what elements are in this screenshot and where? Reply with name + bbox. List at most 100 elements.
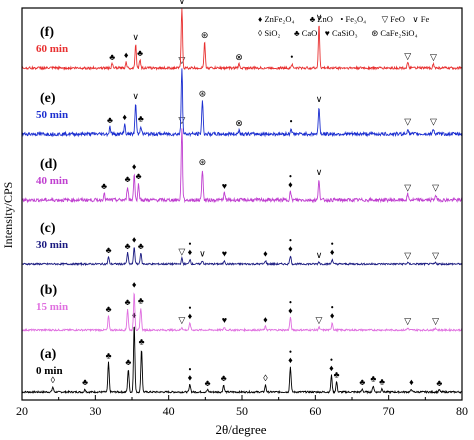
peak-marker-symbol: ♣ — [379, 377, 385, 387]
peak-marker: ▽ — [432, 182, 439, 192]
peak-marker-symbol: ▽ — [432, 251, 439, 261]
peak-marker-symbol: ▽ — [432, 316, 439, 326]
peak-marker: ♦ — [124, 50, 129, 60]
peak-marker: ♣ — [379, 377, 385, 387]
peak-marker-symbol: • — [188, 364, 191, 374]
legend-entry: ▽ FeO — [382, 14, 405, 24]
series-40-min: ♣♣♦♣▽⊛♥ ♦• ∨▽ ▽(d)40 min — [21, 115, 463, 204]
peak-marker: ⊗ — [235, 52, 243, 62]
peak-marker-symbol: ▽ — [404, 116, 411, 126]
peak-marker-symbol: • — [289, 236, 292, 246]
peak-marker: ♣ — [370, 374, 376, 384]
peak-marker-symbol: ♣ — [436, 378, 442, 388]
peak-marker: ♣ — [136, 171, 142, 181]
peak-marker-symbol: ♣ — [82, 377, 88, 387]
peak-marker-symbol: ♣ — [359, 377, 365, 387]
panel-label: (b) — [40, 283, 57, 298]
x-axis-label: 2θ/degree — [216, 422, 267, 437]
peak-marker-symbol: ♦ — [288, 355, 293, 365]
peak-marker-symbol: • — [290, 52, 293, 62]
peak-marker-symbol: ▽ — [178, 55, 185, 65]
peak-marker: ♦• — [330, 302, 335, 320]
peak-marker: ∨ — [316, 94, 323, 104]
x-tick-label: 40 — [163, 404, 175, 418]
series-name: 40 min — [36, 175, 68, 187]
series-name: 0 min — [36, 365, 63, 377]
peak-marker: ⊗ — [235, 118, 243, 128]
peak-marker: ♣ — [107, 115, 113, 125]
series-0-min: ◊ ♣♣♣♦♣♦•♣ ♣ ◊♦•♦•♣♣ ♣ ♣ ♦ ♣(a)0 min — [21, 310, 463, 395]
peak-marker-symbol: • — [331, 239, 334, 249]
peak-marker: ♣ — [137, 48, 143, 58]
peak-marker: ♦• — [288, 347, 293, 365]
peak-marker: ♣ — [106, 351, 112, 361]
peak-marker-symbol: ♦ — [263, 315, 268, 325]
peak-marker-symbol: ▽ — [178, 115, 185, 125]
series-name: 15 min — [36, 301, 68, 313]
peak-marker: ♥ — [222, 181, 227, 191]
peak-marker: ♦• — [330, 239, 335, 257]
peak-marker-symbol: ◊ — [51, 375, 56, 385]
peak-marker: ∨ — [132, 91, 139, 101]
peak-marker: ♦ — [409, 377, 414, 387]
series-name: 50 min — [36, 109, 68, 121]
peak-marker: ∨ — [199, 249, 206, 259]
peak-marker: ♣ — [125, 174, 131, 184]
peak-marker-symbol: ▽ — [404, 316, 411, 326]
peak-marker: ♦• — [188, 239, 193, 257]
peak-marker: ▽ — [404, 182, 411, 192]
peak-marker-symbol: ♦ — [132, 161, 137, 171]
panel-label: (d) — [40, 157, 57, 172]
panel-label: (c) — [40, 221, 56, 236]
peak-marker: ♣ — [359, 377, 365, 387]
peak-marker-symbol: • — [290, 116, 293, 126]
peak-marker: ▽ — [178, 115, 185, 125]
peak-marker-symbol: ♥ — [222, 315, 227, 325]
peak-marker-symbol: • — [289, 172, 292, 182]
peak-marker-symbol: ∨ — [316, 167, 323, 177]
peak-marker-symbol: ♦ — [124, 50, 129, 60]
peak-marker-symbol: ♣ — [137, 48, 143, 58]
peak-marker-symbol: ♣ — [221, 373, 227, 383]
peak-marker: ♣ — [221, 373, 227, 383]
axes: 20 30 40 50 60 70 80 — [16, 7, 468, 418]
peak-marker-symbol: ▽ — [404, 182, 411, 192]
peak-marker: ♦ — [263, 249, 268, 259]
x-tick-label: 80 — [456, 404, 468, 418]
peak-marker-symbol: ◊ — [263, 373, 268, 383]
peak-marker: ♦ — [132, 161, 137, 171]
panel-label: (a) — [40, 347, 57, 362]
peak-marker: ♦ — [132, 235, 137, 245]
peak-marker: ♦• — [288, 297, 293, 315]
series-line — [21, 128, 463, 204]
peak-marker-symbol: ∨ — [132, 32, 139, 42]
peak-marker-symbol: ▽ — [404, 251, 411, 261]
series-50-min: ♣ ♦ ∨ ♣ ▽ ⊛ ⊗ • ∨ ▽ ▽ (e) 50 min — [21, 55, 463, 138]
peak-marker: ♣ — [101, 181, 107, 191]
peak-marker-symbol: ♥ — [222, 181, 227, 191]
peak-marker: ♦ — [263, 315, 268, 325]
peak-marker-symbol: ▽ — [178, 246, 185, 256]
peak-marker: ∨ — [316, 250, 323, 260]
series-line — [21, 292, 463, 333]
peak-marker-symbol: ∨ — [132, 91, 139, 101]
series-15-min: ♣♣♦♣▽ ♦•♥ ♦♦•▽ ♦•▽ ▽(b)15 min — [21, 280, 463, 333]
peak-marker-symbol: ♣ — [125, 297, 131, 307]
panel-label: (f) — [40, 25, 54, 40]
peak-marker-symbol: ♣ — [109, 52, 115, 62]
legend-entry: ∨ Fe — [412, 14, 429, 24]
peak-marker: ∨ — [316, 167, 323, 177]
peak-marker: ◊ — [51, 375, 56, 385]
x-tick-label: 20 — [16, 404, 28, 418]
peak-marker-symbol: • — [188, 303, 191, 313]
peak-marker-symbol: ▽ — [432, 182, 439, 192]
peak-marker: ♣ — [109, 52, 115, 62]
peak-marker-symbol: • — [289, 347, 292, 357]
peak-marker-symbol: ♣ — [106, 351, 112, 361]
peak-marker-symbol: ♦ — [288, 244, 293, 254]
peak-marker-symbol: ♦ — [329, 363, 334, 373]
peak-marker-symbol: ⊗ — [235, 118, 243, 128]
peak-marker-symbol: ♦ — [409, 377, 414, 387]
peak-marker: ♣ — [138, 114, 144, 124]
